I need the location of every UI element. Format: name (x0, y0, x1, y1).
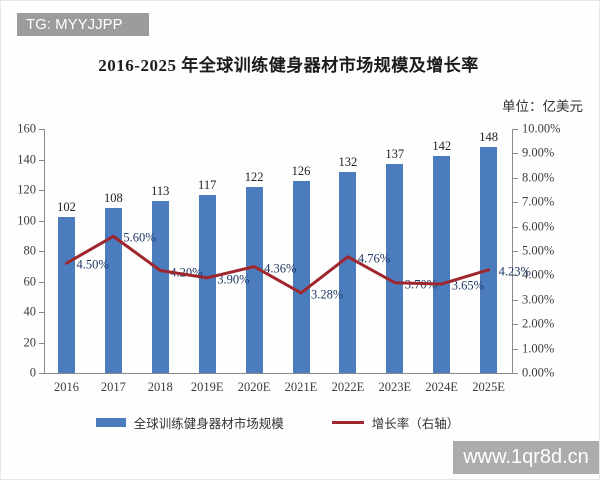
left-axis-tick-label: 60 (23, 274, 37, 288)
growth-point-label: 3.65% (451, 278, 484, 293)
x-axis-label-2020E: 2020E (237, 380, 271, 394)
x-axis-label-2016: 2016 (54, 380, 79, 394)
right-axis-tick-mark (513, 299, 518, 301)
growth-line-chart (65, 234, 491, 295)
bar-2018 (151, 200, 169, 373)
bar-value-label: 142 (432, 139, 452, 154)
bar-value-label: 113 (151, 183, 170, 198)
left-axis-tick-mark (39, 220, 44, 222)
right-axis-tick-mark (513, 324, 518, 326)
bar-value-label: 108 (104, 191, 123, 206)
right-axis-tick-label: 1.00% (522, 341, 555, 356)
x-axis-label-2019E: 2019E (190, 380, 224, 394)
legend-label-market-size: 全球训练健身器材市场规模 (133, 417, 284, 431)
right-axis-tick-label: 8.00% (522, 170, 555, 185)
growth-point-label: 3.28% (311, 287, 344, 302)
bar-value-label: 117 (198, 177, 217, 192)
bar-value-label: 122 (244, 169, 264, 184)
left-axis-tick-label: 100 (17, 213, 36, 227)
right-axis-tick-mark (513, 202, 518, 204)
left-axis-tick-mark (39, 281, 44, 283)
right-axis-tick-mark (513, 373, 518, 374)
left-axis-tick-label: 40 (23, 304, 37, 319)
left-axis-tick-label: 20 (23, 335, 37, 349)
right-axis-tick-label: 10.00% (522, 121, 561, 136)
bar-2022E (339, 171, 357, 373)
plot-area: 0 20 40 60 80 100 120 140 160 0.00% 1.00% 2.00% 3.00… (17, 122, 560, 395)
left-axis-tick-mark (39, 159, 44, 161)
bar-series-swatch-icon (95, 418, 126, 427)
left-axis-tick-label: 0 (29, 365, 36, 380)
left-axis-tick-label: 120 (17, 182, 36, 197)
x-axis-label-2017: 2017 (100, 380, 126, 394)
left-axis-tick-mark (39, 129, 44, 130)
x-axis-label-2021E: 2021E (284, 380, 318, 394)
bar-2019E (198, 194, 216, 373)
bar-2020E (245, 186, 263, 373)
right-axis-tick-label: 2.00% (522, 316, 555, 331)
unit-label: 单位：亿美元 (502, 99, 583, 114)
left-axis-tick-label: 140 (17, 152, 36, 166)
growth-point-label: 4.23% (498, 264, 531, 279)
right-axis-tick-mark (513, 348, 518, 350)
x-axis-label-2022E: 2022E (331, 380, 365, 394)
right-axis-tick-mark (513, 129, 518, 130)
left-axis-tick-mark (39, 190, 44, 191)
bar-value-label: 126 (291, 163, 311, 178)
bar-value-label: 132 (338, 154, 358, 169)
right-axis-tick-label: 5.00% (522, 243, 555, 258)
right-axis-tick-mark (513, 226, 518, 228)
growth-point-label: 5.60% (123, 230, 156, 245)
left-axis-tick-mark (39, 342, 44, 344)
right-axis-tick-label: 9.00% (522, 145, 555, 160)
bar-2025E (480, 147, 498, 373)
bar-value-label: 137 (385, 147, 405, 162)
right-axis-tick-label: 7.00% (522, 194, 555, 209)
bar-value-label: 102 (57, 200, 76, 215)
bar-2023E (386, 164, 404, 373)
bar-value-label: 148 (479, 130, 498, 145)
bar-2024E (433, 156, 451, 373)
right-axis-tick-label: 3.00% (522, 292, 555, 307)
growth-point-label: 4.50% (76, 257, 109, 272)
bar-2017 (104, 208, 122, 373)
x-axis-label-2018: 2018 (147, 380, 173, 394)
left-axis-tick-mark (39, 373, 44, 374)
legend-item-growth-rate: 增长率（右轴） (331, 413, 460, 432)
growth-point-label: 4.36% (264, 261, 297, 276)
line-series-swatch-icon (331, 421, 364, 424)
right-axis-tick-mark (513, 153, 518, 155)
left-axis-tick-mark (39, 312, 44, 313)
left-axis-tick-label: 160 (17, 121, 36, 136)
left-axis-tick-label: 80 (23, 243, 37, 258)
chart-title: 2016-2025 年全球训练健身器材市场规模及增长率 (98, 56, 479, 75)
growth-line-path (65, 234, 491, 295)
site-watermark: www.1qr8d.cn (453, 441, 599, 474)
right-axis-tick-label: 0.00% (522, 365, 555, 380)
left-axis-tick-mark (39, 251, 44, 252)
right-axis-tick-mark (513, 275, 518, 277)
x-axis-label-2025E: 2025E (472, 380, 505, 394)
right-axis-tick-label: 4.00% (522, 267, 555, 282)
legend: 全球训练健身器材市场规模 增长率（右轴） (44, 413, 511, 432)
growth-point-label: 3.90% (217, 272, 250, 287)
right-axis-tick-label: 6.00% (522, 219, 555, 234)
right-axis-tick-mark (513, 177, 518, 179)
x-axis-label-2023E: 2023E (378, 380, 412, 394)
x-axis-label-2024E: 2024E (425, 380, 459, 394)
right-axis-tick-mark (513, 251, 518, 252)
telegram-watermark-banner: TG: MYYJJPP (17, 13, 149, 36)
legend-item-market-size: 全球训练健身器材市场规模 (95, 413, 284, 432)
legend-label-growth-rate: 增长率（右轴） (371, 417, 460, 431)
bar-2021E (292, 180, 310, 373)
growth-point-label: 4.76% (357, 251, 391, 266)
bar-2016 (58, 217, 75, 373)
